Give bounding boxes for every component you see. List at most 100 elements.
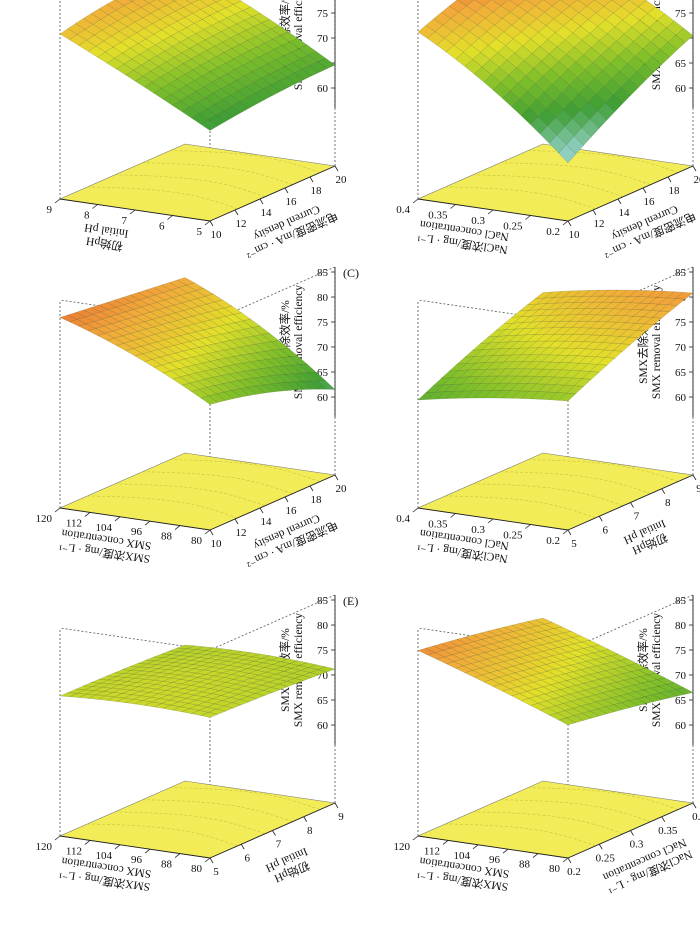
y-tick-mark <box>488 210 493 214</box>
z-tick-label: 85 <box>317 595 329 607</box>
z-tick-label: 85 <box>675 267 687 279</box>
y-tick-mark <box>115 845 120 849</box>
y-tick-mark <box>526 525 531 529</box>
x-tick-label: 12 <box>236 527 247 539</box>
y-tick-mark <box>443 840 448 844</box>
x-tick-mark <box>631 831 634 836</box>
z-tick-label: 85 <box>317 267 329 279</box>
y-tick-mark <box>175 526 180 530</box>
z-tick-label: 75 <box>675 8 687 20</box>
x-tick-label: 10 <box>211 538 223 550</box>
z-tick-label: 75 <box>317 645 329 657</box>
y-tick-label: 0.2 <box>546 226 560 238</box>
z-tick-label: 85 <box>675 595 687 607</box>
x-tick-label: 20 <box>336 483 348 495</box>
x-tick-mark <box>668 177 671 182</box>
x-tick-label: 16 <box>644 196 656 208</box>
y-tick-mark <box>130 210 135 214</box>
x-tick-mark <box>310 177 313 182</box>
y-tick-label: 88 <box>161 859 173 871</box>
y-tick-label: 120 <box>36 841 53 853</box>
x-tick-mark <box>285 497 288 502</box>
x-tick-label: 0.4 <box>692 811 700 823</box>
x-tick-mark <box>593 210 596 215</box>
y-tick-mark <box>145 521 150 525</box>
floor-contour-plane <box>60 453 335 530</box>
x-tick-label: 6 <box>603 524 609 536</box>
z-tick-label: 65 <box>675 367 687 379</box>
y-tick-mark <box>533 854 538 858</box>
x-tick-mark <box>210 858 213 863</box>
y-tick-mark <box>451 205 456 209</box>
x-tick-label: 5 <box>213 866 219 878</box>
x-tick-label: 0.2 <box>567 866 581 878</box>
x-tick-label: 20 <box>694 174 700 186</box>
x-tick-mark <box>618 199 621 204</box>
y-tick-mark <box>115 517 120 521</box>
y-tick-mark <box>145 849 150 853</box>
x-tick-label: 7 <box>634 511 640 523</box>
x-tick-mark <box>568 221 571 226</box>
y-tick-mark <box>168 216 173 220</box>
y-axis-label: NaCl浓度/mg · L⁻¹NaCl concentration <box>416 526 511 566</box>
y-tick-label: 0.2 <box>546 535 560 547</box>
x-axis-label: NaCl浓度/mg · L⁻¹NaCl concentration <box>600 835 695 897</box>
x-tick-mark <box>241 844 244 849</box>
z-tick-label: 80 <box>675 620 687 632</box>
z-tick-label: 70 <box>675 670 687 682</box>
x-tick-mark <box>631 503 634 508</box>
z-tick-label: 60 <box>675 720 687 732</box>
y-tick-label: 0.4 <box>396 204 410 216</box>
x-tick-mark <box>662 817 665 822</box>
y-tick-label: 0.4 <box>396 513 410 525</box>
x-tick-label: 7 <box>276 839 282 851</box>
x-tick-mark <box>260 199 263 204</box>
x-tick-label: 18 <box>311 494 323 506</box>
z-tick-label: 65 <box>317 695 329 707</box>
x-tick-label: 5 <box>571 538 577 550</box>
y-tick-mark <box>413 199 418 203</box>
x-tick-mark <box>693 166 696 171</box>
x-tick-label: 16 <box>286 196 298 208</box>
z-tick-label: 60 <box>317 720 329 732</box>
y-tick-label: 80 <box>191 535 203 547</box>
z-tick-label: 75 <box>675 645 687 657</box>
z-tick-label: 75 <box>317 317 329 329</box>
y-tick-mark <box>488 519 493 523</box>
y-tick-mark <box>205 858 210 862</box>
y-tick-mark <box>413 836 418 840</box>
y-tick-mark <box>85 840 90 844</box>
y-tick-mark <box>85 512 90 516</box>
y-tick-label: 80 <box>191 863 203 875</box>
floor-contour-plane <box>418 781 693 858</box>
x-tick-mark <box>335 803 338 808</box>
x-tick-mark <box>235 210 238 215</box>
y-tick-mark <box>526 216 531 220</box>
y-tick-mark <box>55 836 60 840</box>
x-axis-label: 初始pHInitial pH <box>622 517 674 560</box>
y-tick-label: 0.3 <box>471 524 485 536</box>
panel-label: (C) <box>343 266 359 280</box>
z-tick-label: 80 <box>317 620 329 632</box>
y-tick-mark <box>205 221 210 225</box>
x-tick-mark <box>235 519 238 524</box>
x-tick-mark <box>304 817 307 822</box>
z-tick-label: 60 <box>675 392 687 404</box>
floor-contour-plane <box>418 453 693 530</box>
z-tick-label: 70 <box>317 342 329 354</box>
floor-contour-plane <box>418 144 693 221</box>
x-tick-mark <box>643 188 646 193</box>
x-tick-mark <box>273 831 276 836</box>
x-tick-label: 8 <box>307 825 313 837</box>
x-tick-label: 12 <box>594 218 605 230</box>
x-tick-mark <box>310 486 313 491</box>
y-tick-mark <box>205 530 210 534</box>
y-tick-label: 88 <box>161 531 173 543</box>
x-tick-label: 0.35 <box>658 825 678 837</box>
z-tick-label: 65 <box>675 695 687 707</box>
x-tick-label: 18 <box>669 185 681 197</box>
